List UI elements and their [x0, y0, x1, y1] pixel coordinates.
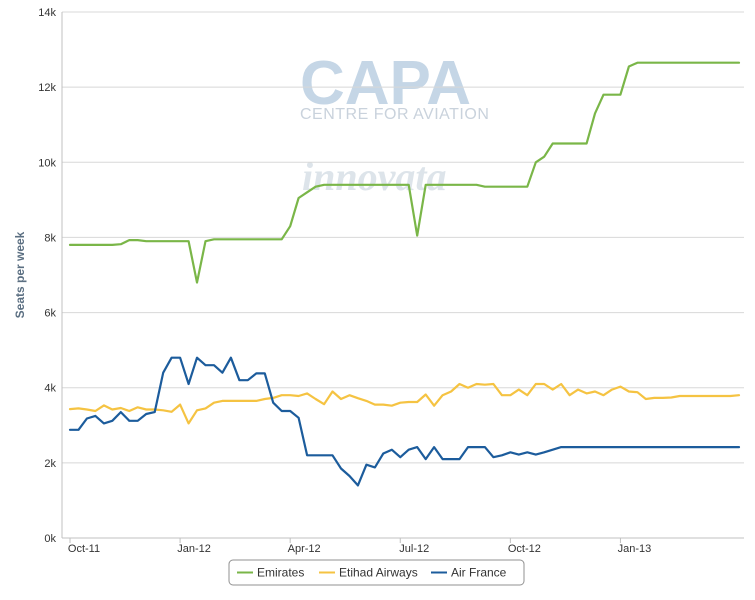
y-tick-label: 0k — [44, 533, 56, 545]
y-tick-label: 12k — [38, 82, 56, 94]
innovata-watermark: innovata — [302, 154, 446, 199]
capa-logo-subtext: CENTRE FOR AVIATION — [300, 106, 489, 123]
x-tick-label: Oct-12 — [508, 543, 541, 555]
x-tick-label: Jan-12 — [177, 543, 211, 555]
y-tick-label: 8k — [44, 232, 56, 244]
capa-logo-text: CAPA — [300, 49, 471, 118]
gridlines — [62, 11, 744, 464]
legend-box — [228, 559, 525, 586]
y-tick-label: 2k — [44, 458, 56, 470]
x-axis-ticks: Oct-11 Jan-12 Apr-12 Jul-12 Oct-12 Jan-13 — [68, 538, 651, 555]
legend: Emirates Etihad Airways Air France — [228, 559, 525, 586]
x-tick-label: Oct-11 — [68, 543, 100, 555]
legend-item-label[interactable]: Etihad Airways — [339, 566, 418, 580]
x-tick-label: Apr-12 — [288, 543, 321, 555]
legend-item-label[interactable]: Air France — [451, 566, 507, 580]
y-tick-label: 10k — [38, 157, 56, 169]
series-lines — [68, 61, 741, 487]
legend-item-label[interactable]: Emirates — [257, 566, 304, 580]
y-tick-label: 6k — [44, 308, 56, 320]
series-line-air-france — [68, 356, 741, 487]
y-tick-label: 4k — [44, 383, 56, 395]
x-tick-label: Jan-13 — [618, 543, 652, 555]
y-axis-ticks: 0k 2k 4k 6k 8k 10k 12k 14k — [38, 7, 56, 545]
y-tick-label: 14k — [38, 7, 56, 19]
capa-watermark: CAPA CENTRE FOR AVIATION — [300, 49, 489, 123]
axes — [61, 12, 744, 539]
series-line-etihad-airways — [68, 382, 741, 425]
series-line-emirates — [68, 61, 741, 284]
y-axis-title: Seats per week — [13, 231, 27, 318]
x-tick-label: Jul-12 — [399, 543, 429, 555]
